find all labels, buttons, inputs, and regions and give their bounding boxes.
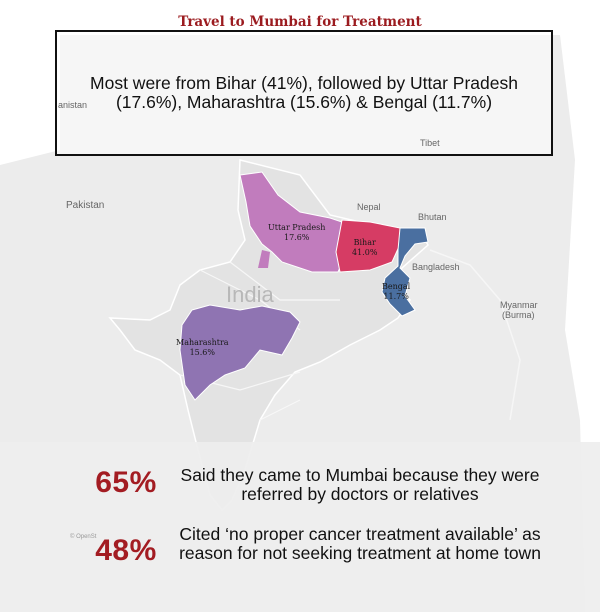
label-bhutan: Bhutan	[418, 212, 447, 222]
label-uttar-pradesh: Uttar Pradesh 17.6%	[268, 223, 326, 242]
region-uttar-pradesh-south	[258, 250, 270, 268]
region-maharashtra	[179, 304, 301, 401]
callout-text: Most were from Bihar (41%), followed by …	[90, 73, 518, 112]
label-bihar: Bihar 41.0%	[352, 238, 378, 257]
stat-text-referred: Said they came to Mumbai because they we…	[180, 465, 540, 504]
stat-text-no-treatment: Cited ‘no proper cancer treatment availa…	[179, 524, 541, 563]
page-title: Travel to Mumbai for Treatment	[0, 14, 600, 30]
region-bihar	[335, 219, 403, 273]
label-nepal: Nepal	[357, 202, 381, 212]
label-pakistan: Pakistan	[66, 200, 105, 211]
label-bengal: Bengal 11.7%	[382, 282, 411, 301]
label-partial-left: anistan	[58, 100, 88, 110]
callout-box: Most were from Bihar (41%), followed by …	[55, 30, 553, 156]
stat-value-no-treatment: 48%	[95, 534, 157, 567]
label-myanmar: Myanmar	[500, 300, 538, 310]
label-bangladesh: Bangladesh	[412, 262, 460, 272]
region-uttar-pradesh	[239, 171, 349, 273]
label-india: India	[226, 282, 274, 307]
stats-panel	[0, 442, 600, 612]
region-bengal	[381, 227, 429, 317]
label-maharashtra: Maharashtra 15.6%	[176, 338, 229, 357]
label-tibet: Tibet	[420, 138, 440, 148]
label-burma: (Burma)	[502, 310, 535, 320]
stat-value-referred: 65%	[95, 466, 157, 499]
map-attribution: © OpenSt	[70, 534, 97, 540]
